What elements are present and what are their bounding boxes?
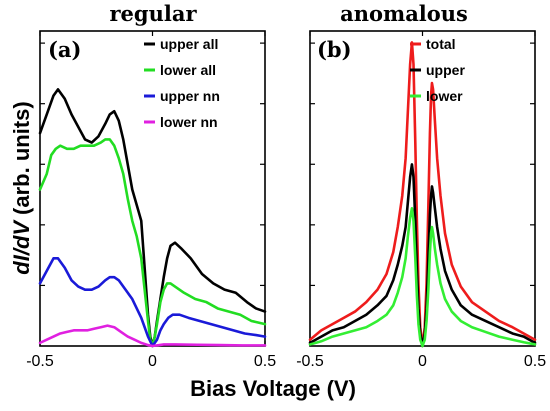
x-tick-label: -0.5 [296, 353, 324, 370]
series-line-lower [308, 206, 537, 348]
y-axis-label-quantity: dI/dV [9, 219, 34, 275]
x-axis-label: Bias Voltage (V) [190, 376, 356, 401]
panel-a-title: regular [109, 1, 197, 26]
panel-b-label: (b) [317, 37, 352, 62]
panel-a-xtick-labels: -0.5 0 0.5 [26, 353, 276, 370]
legend-label: lower [426, 88, 463, 104]
panel-b-ticks [309, 31, 536, 346]
panel-b-frame [309, 30, 536, 347]
series-line-lower-nn [38, 324, 267, 348]
panel-b-xtick-labels: -0.5 0 0.5 [296, 353, 546, 370]
x-tick-label: -0.5 [26, 353, 54, 370]
series-line-upper-all [38, 88, 267, 348]
legend-label: upper [426, 62, 465, 78]
panel-b: anomalous (b) total upper lower -0.5 0 0.5 [296, 1, 546, 370]
series-line-lower-all [38, 138, 267, 348]
x-tick-label: 0.5 [254, 353, 276, 370]
panel-a-ticks [39, 31, 266, 346]
series-line-total [308, 41, 537, 348]
legend-label: upper all [160, 36, 218, 52]
legend-label: lower nn [160, 114, 218, 130]
panel-a-legend: upper all lower all upper nn lower nn [144, 36, 220, 130]
panel-b-legend: total upper lower [410, 36, 465, 104]
panel-b-series [308, 41, 537, 348]
x-tick-label: 0 [418, 353, 427, 370]
panel-a-frame [39, 30, 266, 347]
panel-a-label: (a) [48, 37, 81, 62]
x-tick-label: 0.5 [524, 353, 546, 370]
panel-a: regular (a) upper all lower all upper nn lo… [26, 1, 276, 370]
panel-b-title: anomalous [340, 1, 468, 26]
y-axis-label-units: (arb. units) [9, 101, 34, 215]
panel-a-series [38, 88, 267, 348]
x-tick-label: 0 [148, 353, 157, 370]
legend-label: lower all [160, 62, 216, 78]
legend-label: upper nn [160, 88, 220, 104]
series-line-upper-nn [38, 257, 267, 348]
y-axis-label: dI/dV (arb. units) [9, 101, 34, 274]
legend-label: total [426, 36, 456, 52]
